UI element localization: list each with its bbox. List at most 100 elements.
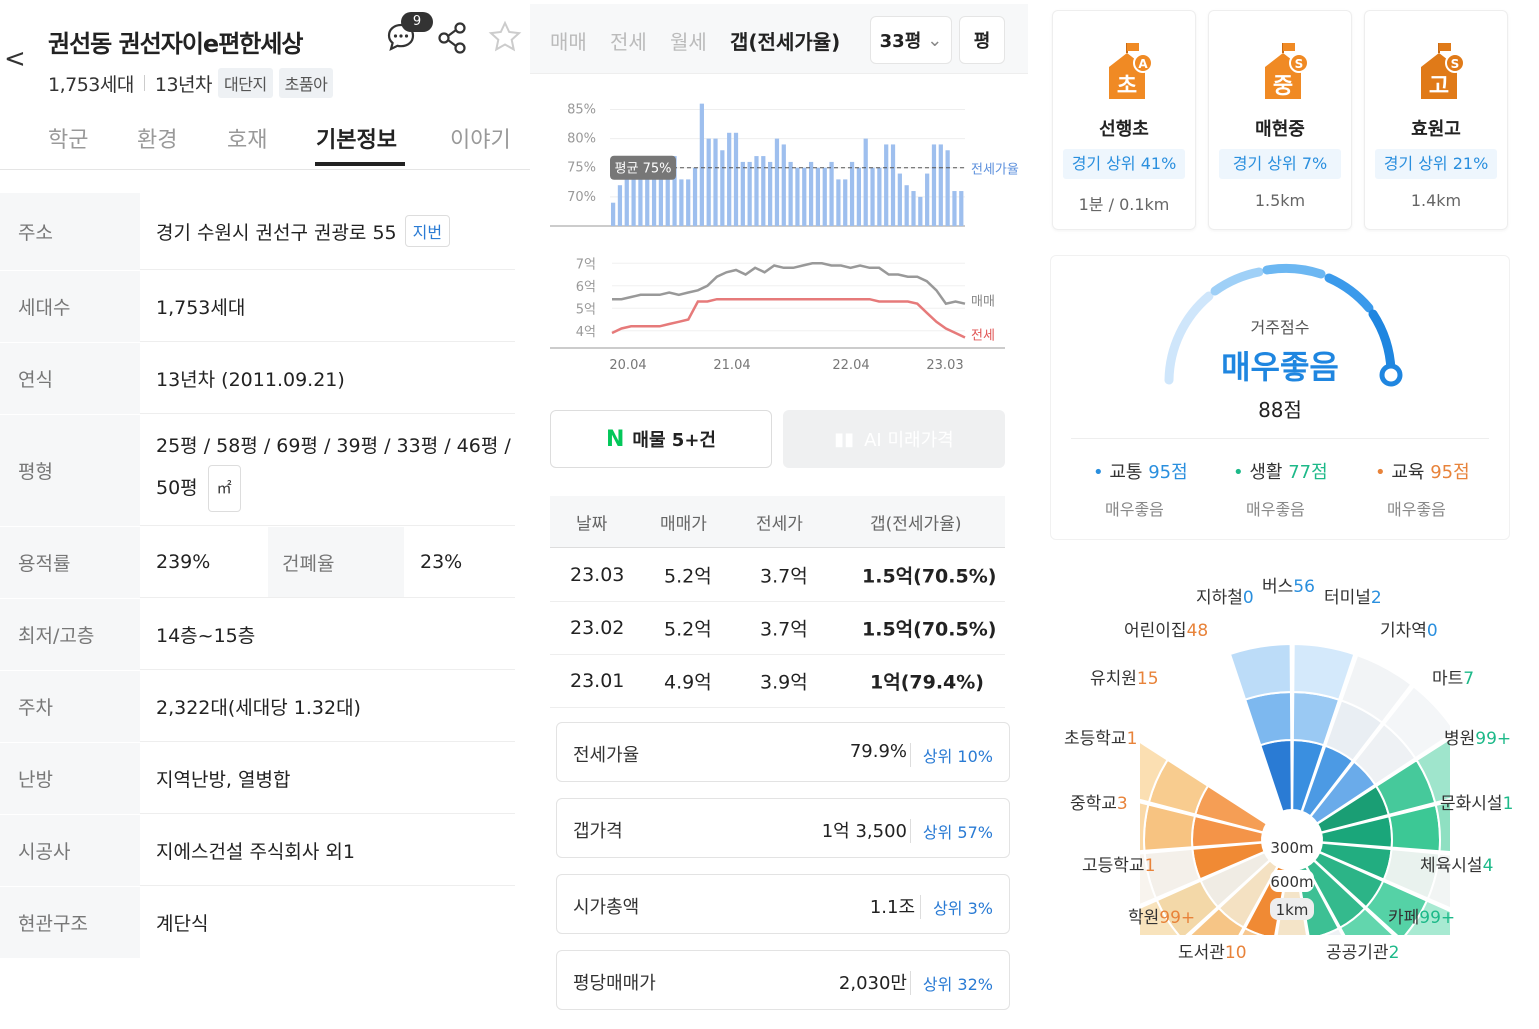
facility-count: 10 — [1224, 943, 1247, 963]
stat-value: 79.9% — [849, 741, 907, 762]
item-grade: 매우좋음 — [1246, 500, 1305, 519]
average-badge — [610, 155, 676, 180]
series-line-jeonse — [611, 297, 966, 339]
bar — [836, 179, 841, 226]
info-row-parking: 주차 2,322대(세대당 1.32대) — [0, 670, 515, 742]
unit-button[interactable]: 평 — [959, 16, 1005, 64]
item-score: 95점 — [1148, 462, 1188, 483]
tab-gap[interactable]: 갭(전세가율) — [730, 30, 841, 54]
radial-segment — [1228, 642, 1292, 701]
y-tick-label: 70% — [567, 190, 596, 205]
bar — [699, 103, 704, 226]
bar — [617, 185, 623, 226]
bar — [645, 156, 650, 226]
size-dropdown[interactable]: 33평 ⌄ — [870, 16, 952, 64]
school-card-elementary[interactable]: 초 A 선행초 경기 상위 41% 1분 / 0.1km — [1052, 10, 1196, 230]
score-label: 거주점수 — [1250, 318, 1310, 337]
radial-segment — [1292, 642, 1356, 701]
y-tick-label: 4억 — [576, 325, 596, 340]
chip-school: 초품아 — [278, 68, 334, 98]
facility-label: 지하철0 — [1196, 583, 1254, 608]
y-tick-label: 5억 — [576, 302, 596, 317]
cell-jeonse: 3.7억 — [760, 618, 808, 641]
stat-card-market-cap[interactable]: 시가총액 1.1조 상위 3% — [556, 874, 1010, 934]
facility-label: 카페99+ — [1388, 903, 1455, 928]
tab-school[interactable]: 학군 — [48, 128, 89, 153]
bar — [822, 167, 827, 226]
star-icon[interactable] — [488, 20, 522, 58]
bar — [733, 132, 739, 226]
bar — [727, 132, 732, 226]
radial-segment — [1338, 906, 1395, 935]
info-value: 13년차 (2011.09.21) — [140, 343, 515, 414]
facility-label: 고등학교1 — [1082, 851, 1155, 876]
school-rank: 경기 상위 21% — [1375, 149, 1497, 179]
info-value: 1,753세대 — [140, 271, 515, 342]
unit-toggle-button[interactable]: ㎡ — [207, 465, 241, 512]
bar — [672, 156, 677, 226]
facility-count: 56 — [1293, 577, 1315, 597]
facility-count: 7 — [1463, 669, 1475, 689]
facility-count: 2 — [1388, 943, 1400, 963]
radial-segment — [1404, 899, 1450, 935]
facility-label: 문화시설1 — [1440, 789, 1513, 814]
facility-name: 지하철 — [1196, 588, 1243, 608]
item-name: 교육 — [1391, 462, 1425, 483]
tab-story[interactable]: 이야기 — [450, 128, 511, 153]
price-table-header: 날짜 매매가 전세가 갭(전세가율) — [550, 496, 1005, 548]
stat-card-jeonse-ratio[interactable]: 전세가율 79.9% 상위 10% — [556, 722, 1010, 782]
school-card-middle[interactable]: 중 S 매현중 경기 상위 7% 1.5km — [1208, 10, 1352, 230]
ai-price-label: AI 미래가격 — [864, 430, 954, 451]
comment-icon[interactable] — [384, 20, 418, 58]
tab-environment[interactable]: 환경 — [137, 128, 178, 153]
facility-label: 어린이집48 — [1124, 616, 1208, 641]
score-grade: 매우좋음 — [1221, 348, 1339, 386]
pyeong-list: 25평 / 58평 / 69평 / 39평 / 33평 / 46평 / — [156, 435, 511, 457]
ring-label-bg — [1270, 836, 1314, 858]
info-row-heating: 난방 지역난방, 열병합 — [0, 742, 515, 814]
col-date: 날짜 — [576, 514, 608, 534]
back-icon[interactable]: < — [4, 44, 26, 74]
info-label: 용적률 — [0, 527, 140, 598]
radial-segment — [1140, 801, 1150, 853]
info-value: 지역난방, 열병합 — [140, 743, 515, 814]
table-row: 23.03 5.2억 3.7억 1.5억(70.5%) — [550, 549, 1005, 602]
share-icon[interactable] — [436, 20, 470, 60]
stat-rank: 상위 57% — [909, 819, 993, 843]
stat-rank: 상위 10% — [909, 743, 993, 767]
stat-rank: 상위 3% — [920, 895, 993, 919]
bar — [843, 179, 848, 226]
jibun-button[interactable]: 지번 — [404, 215, 451, 247]
chevron-down-icon: ⌄ — [927, 29, 943, 51]
score-item-traffic: • 교통 95점 — [1093, 462, 1188, 483]
tab-jeonse[interactable]: 전세 — [610, 30, 647, 54]
jeonse-ratio-bar-chart: 85% 80% 75% 70% 평균 75% 전세가율 — [550, 102, 1019, 227]
bar — [870, 167, 875, 226]
tab-basic-info[interactable]: 기본정보 — [316, 128, 397, 153]
tab-development[interactable]: 호재 — [227, 128, 268, 153]
facility-name: 버스 — [1262, 577, 1294, 597]
radial-segment — [1415, 737, 1450, 804]
table-row: 23.01 4.9억 3.9억 1억(79.4%) — [550, 655, 1005, 708]
radial-segment — [1426, 852, 1450, 910]
tab-sale[interactable]: 매매 — [550, 30, 587, 54]
ai-price-button[interactable]: ▮▮ AI 미래가격 — [783, 410, 1005, 468]
stat-card-price-per-pyeong[interactable]: 평당매매가 2,030만 상위 32% — [556, 950, 1010, 1010]
facility-name: 체육시설 — [1420, 856, 1483, 876]
info-row-address: 주소 경기 수원시 권선구 권광로 55 지번 — [0, 192, 515, 270]
facility-count: 99+ — [1419, 908, 1456, 928]
item-score: 77점 — [1288, 462, 1328, 483]
tab-monthly[interactable]: 월세 — [670, 30, 707, 54]
info-label: 주소 — [0, 193, 140, 270]
facility-name: 학원 — [1128, 908, 1160, 928]
listing-button[interactable]: N 매물 5+건 — [550, 410, 772, 468]
stat-card-gap-price[interactable]: 갭가격 1억 3,500 상위 57% — [556, 798, 1010, 858]
complex-title: 권선동 권선자이e편한세상 — [48, 30, 304, 58]
cell-gap: 1.5억(70.5%) — [862, 618, 997, 641]
school-card-high[interactable]: 고 S 효원고 경기 상위 21% 1.4km — [1364, 10, 1508, 230]
info-row-builder: 시공사 지에스건설 주식회사 외1 — [0, 814, 515, 886]
info-value: 지에스건설 주식회사 외1 — [140, 815, 515, 886]
item-grade: 매우좋음 — [1387, 500, 1446, 519]
stat-rank: 상위 32% — [909, 971, 993, 995]
radial-segment — [1319, 927, 1344, 935]
